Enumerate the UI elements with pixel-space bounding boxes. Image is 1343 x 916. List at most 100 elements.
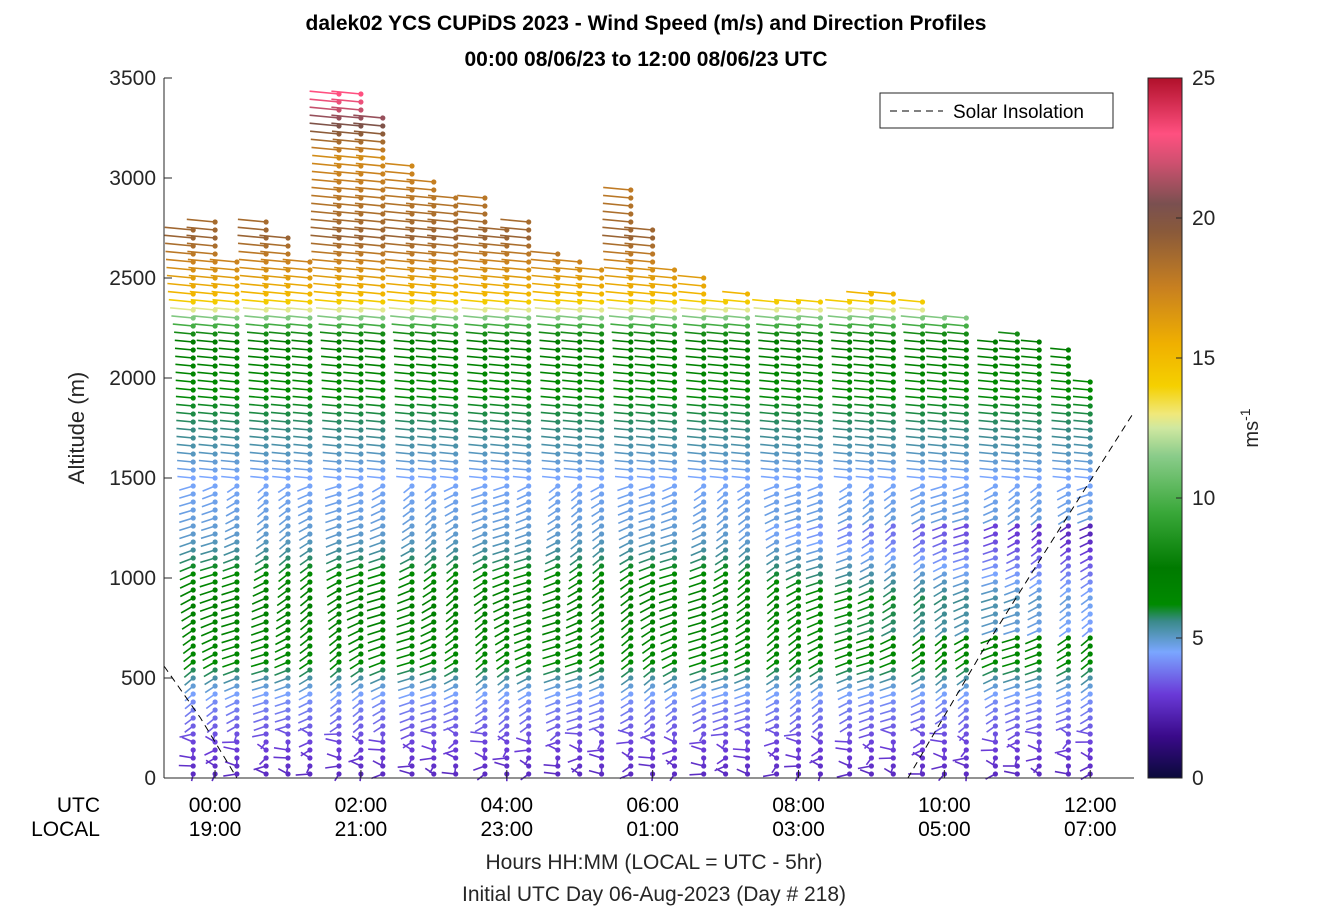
wind-barb-point	[285, 475, 290, 480]
wind-barb-point	[285, 515, 290, 520]
wind-barb-point	[380, 571, 385, 576]
wind-barb-point	[380, 659, 385, 664]
wind-barb-point	[847, 387, 852, 392]
wind-barb-point	[453, 659, 458, 664]
wind-barb-point	[942, 483, 947, 488]
wind-barb-point	[307, 419, 312, 424]
wind-barb-point	[380, 259, 385, 264]
wind-barb-point	[213, 483, 218, 488]
wind-barb-point	[1015, 339, 1020, 344]
wind-barb-point	[453, 451, 458, 456]
wind-barb-point	[628, 387, 633, 392]
wind-barb-point	[1066, 611, 1071, 616]
wind-barb-point	[796, 635, 801, 640]
wind-barb-point	[818, 635, 823, 640]
wind-barb-point	[723, 603, 728, 608]
wind-barb-point	[482, 419, 487, 424]
wind-barb-point	[191, 499, 196, 504]
wind-barb-point	[869, 643, 874, 648]
wind-barb-point	[307, 635, 312, 640]
wind-barb-point	[847, 611, 852, 616]
wind-barb-point	[336, 555, 341, 560]
wind-barb-point	[847, 499, 852, 504]
wind-barb-point	[1088, 659, 1093, 664]
wind-barb-point	[650, 355, 655, 360]
wind-barb-point	[818, 731, 823, 736]
wind-barb-point	[526, 723, 531, 728]
wind-barb-point	[453, 675, 458, 680]
wind-barb-point	[526, 363, 531, 368]
wind-barb-point	[723, 451, 728, 456]
wind-barb-point	[380, 507, 385, 512]
wind-barb-point	[213, 467, 218, 472]
wind-barb-point	[920, 515, 925, 520]
wind-barb-point	[380, 675, 385, 680]
wind-barb-point	[526, 219, 531, 224]
wind-barb-point	[285, 523, 290, 528]
wind-barb-point	[650, 539, 655, 544]
wind-barb-point	[701, 675, 706, 680]
wind-barb-point	[891, 355, 896, 360]
wind-barb-point	[526, 555, 531, 560]
wind-barb-point	[599, 683, 604, 688]
wind-barb-point	[1015, 651, 1020, 656]
wind-barb-point	[336, 339, 341, 344]
wind-barb-point	[526, 579, 531, 584]
wind-barb-point	[774, 563, 779, 568]
wind-barb-point	[285, 579, 290, 584]
wind-barb-point	[555, 611, 560, 616]
wind-barb-point	[482, 595, 487, 600]
wind-barb-point	[869, 403, 874, 408]
wind-barb-point	[191, 635, 196, 640]
wind-barb-point	[993, 419, 998, 424]
wind-barb-point	[599, 731, 604, 736]
wind-barb-point	[869, 555, 874, 560]
wind-barb-point	[307, 323, 312, 328]
wind-barb-point	[628, 547, 633, 552]
wind-barb-point	[745, 395, 750, 400]
wind-barb-point	[650, 675, 655, 680]
wind-barb-point	[774, 595, 779, 600]
wind-barb-point	[818, 331, 823, 336]
wind-barb-point	[482, 571, 487, 576]
wind-barb-point	[774, 475, 779, 480]
wind-barb-point	[504, 659, 509, 664]
wind-barb-point	[628, 363, 633, 368]
wind-barb-point	[891, 323, 896, 328]
wind-barb-point	[869, 419, 874, 424]
wind-barb-point	[701, 491, 706, 496]
wind-barb-point	[672, 603, 677, 608]
wind-barb-point	[745, 579, 750, 584]
wind-barb-point	[891, 291, 896, 296]
wind-barb-point	[307, 283, 312, 288]
wind-barb-point	[555, 459, 560, 464]
wind-barb-point	[1037, 523, 1042, 528]
wind-barb-point	[453, 291, 458, 296]
wind-barb-point	[431, 187, 436, 192]
wind-barb-point	[1066, 435, 1071, 440]
wind-barb-point	[672, 443, 677, 448]
wind-barb-point	[942, 475, 947, 480]
wind-barb-point	[993, 643, 998, 648]
wind-barb-point	[526, 395, 531, 400]
wind-barb-point	[701, 515, 706, 520]
wind-barb-point	[409, 451, 414, 456]
wind-barb-point	[942, 523, 947, 528]
wind-barb-point	[628, 747, 633, 752]
wind-barb-point	[191, 475, 196, 480]
wind-barb-point	[555, 499, 560, 504]
wind-barb-point	[213, 331, 218, 336]
wind-barb-point	[650, 723, 655, 728]
wind-barb-point	[650, 667, 655, 672]
wind-barb-point	[1088, 731, 1093, 736]
wind-barb-point	[191, 723, 196, 728]
wind-barb-point	[526, 539, 531, 544]
wind-barb-point	[213, 603, 218, 608]
wind-barb-point	[869, 515, 874, 520]
wind-barb-point	[628, 419, 633, 424]
wind-barb-point	[1037, 467, 1042, 472]
wind-barb-point	[504, 707, 509, 712]
wind-barb-point	[482, 651, 487, 656]
wind-barb-point	[701, 523, 706, 528]
y-tick-label: 0	[144, 767, 156, 790]
